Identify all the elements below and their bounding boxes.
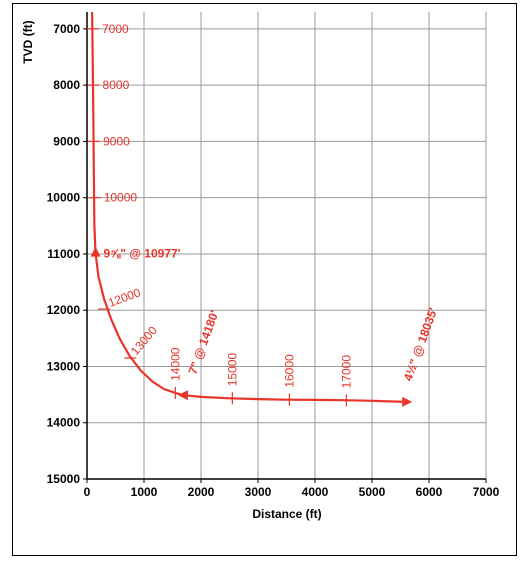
y-tick-label: 15000 bbox=[47, 472, 81, 486]
x-axis-title: Distance (ft) bbox=[252, 507, 321, 521]
y-tick-label: 10000 bbox=[47, 191, 81, 205]
md-label: 15000 bbox=[225, 353, 239, 387]
casing-label: 9⅝" @ 10977' bbox=[104, 247, 181, 261]
trajectory-line bbox=[91, 11, 407, 403]
md-label: 12000 bbox=[106, 285, 142, 310]
x-tick-label: 1000 bbox=[131, 485, 158, 499]
y-tick-label: 7000 bbox=[53, 22, 80, 36]
md-label: 9000 bbox=[103, 134, 130, 148]
casing-points: 9⅝" @ 10977'7" @ 14180' 4½" @ 18035' bbox=[90, 246, 441, 407]
casing-label: 4½" @ 18035' bbox=[401, 306, 441, 383]
x-tick-label: 3000 bbox=[245, 485, 272, 499]
x-tick-label: 7000 bbox=[473, 485, 500, 499]
casing-marker bbox=[90, 246, 101, 257]
md-label: 10000 bbox=[104, 191, 138, 205]
chart-frame bbox=[12, 3, 517, 556]
x-tick-label: 6000 bbox=[416, 485, 443, 499]
y-tick-label: 9000 bbox=[53, 134, 80, 148]
x-tick-label: 2000 bbox=[188, 485, 215, 499]
md-label: 7000 bbox=[102, 22, 129, 36]
md-label: 14000 bbox=[168, 347, 182, 381]
md-label: 16000 bbox=[282, 354, 296, 388]
y-tick-label: 13000 bbox=[47, 359, 81, 373]
y-tick-label: 12000 bbox=[47, 303, 81, 317]
axes: 0 1000 2000 3000 4000 5000 6000 7000 7000 8000 900… bbox=[47, 12, 500, 499]
x-tick-label: 0 bbox=[84, 485, 91, 499]
x-tick-label: 5000 bbox=[359, 485, 386, 499]
md-label: 8000 bbox=[103, 78, 130, 92]
series-layer bbox=[91, 11, 407, 403]
grid bbox=[87, 12, 487, 479]
md-label: 17000 bbox=[339, 355, 353, 389]
y-tick-label: 11000 bbox=[47, 247, 80, 261]
y-tick-label: 14000 bbox=[47, 416, 81, 430]
x-tick-label: 4000 bbox=[302, 485, 329, 499]
casing-marker bbox=[402, 396, 413, 407]
casing-marker bbox=[177, 390, 188, 401]
y-axis-title: TVD (ft) bbox=[21, 20, 35, 63]
y-tick-label: 8000 bbox=[53, 78, 80, 92]
